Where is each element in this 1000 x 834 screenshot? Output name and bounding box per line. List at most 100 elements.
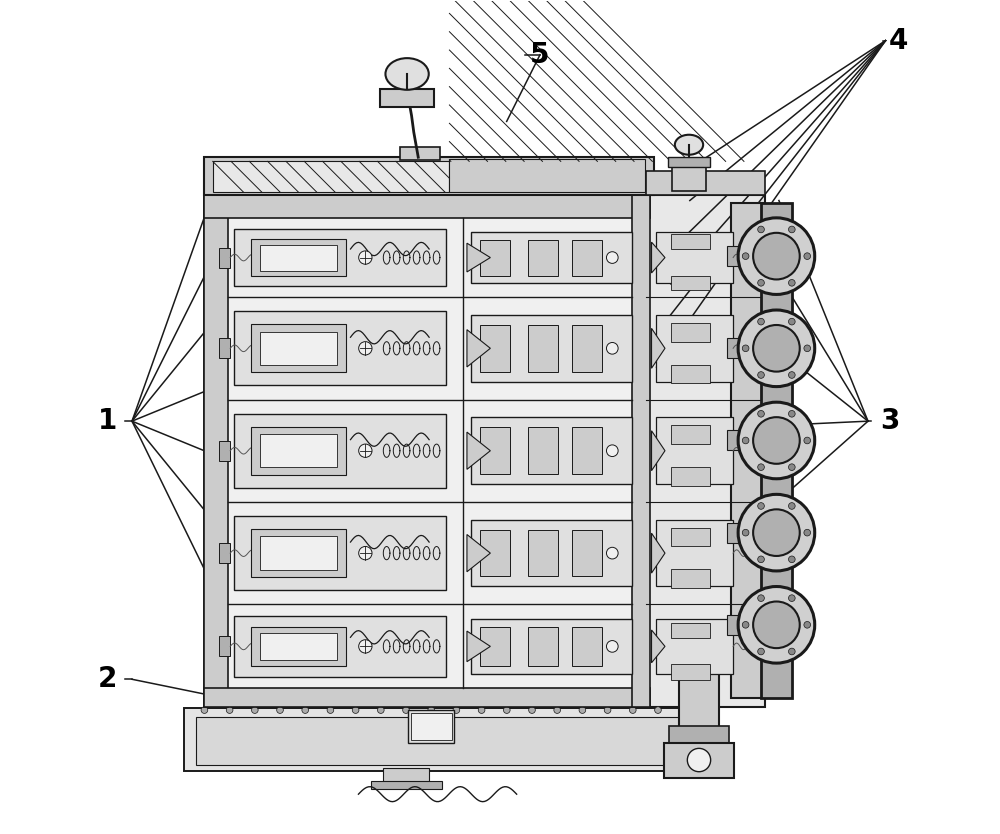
Polygon shape — [467, 329, 490, 367]
Bar — [251, 529, 346, 577]
Circle shape — [403, 706, 409, 713]
Bar — [528, 239, 558, 275]
Bar — [234, 616, 446, 676]
Bar — [646, 194, 765, 706]
Bar — [790, 515, 808, 551]
Bar — [480, 627, 510, 666]
Bar — [213, 162, 449, 192]
Circle shape — [758, 372, 764, 379]
Ellipse shape — [385, 58, 429, 90]
Circle shape — [606, 252, 618, 264]
Circle shape — [742, 253, 749, 259]
Bar — [727, 246, 748, 266]
Bar — [260, 434, 337, 468]
Circle shape — [226, 706, 233, 713]
Circle shape — [758, 503, 764, 510]
Bar — [790, 330, 808, 367]
Circle shape — [742, 345, 749, 352]
Bar — [204, 194, 650, 706]
Bar — [671, 467, 710, 485]
Polygon shape — [467, 432, 490, 470]
Bar — [471, 315, 632, 382]
Bar — [671, 276, 710, 290]
Circle shape — [529, 706, 535, 713]
Bar — [727, 615, 748, 635]
Circle shape — [742, 621, 749, 628]
Bar — [727, 430, 748, 450]
Bar — [204, 688, 650, 706]
Circle shape — [758, 595, 764, 601]
Bar — [219, 636, 230, 656]
Bar — [260, 244, 337, 270]
Bar — [408, 710, 454, 743]
Bar — [656, 315, 733, 382]
Bar — [260, 332, 337, 365]
Text: 1: 1 — [97, 407, 117, 435]
Circle shape — [554, 706, 561, 713]
Circle shape — [788, 595, 795, 601]
Bar — [204, 158, 654, 194]
Polygon shape — [467, 535, 490, 572]
Text: 3: 3 — [880, 407, 899, 435]
Circle shape — [788, 410, 795, 417]
Bar — [219, 543, 230, 563]
Bar — [761, 203, 792, 698]
Circle shape — [579, 706, 586, 713]
Bar — [656, 520, 733, 586]
Circle shape — [478, 706, 485, 713]
Bar — [251, 427, 346, 475]
Circle shape — [804, 253, 811, 259]
Bar — [671, 623, 710, 638]
Circle shape — [738, 310, 815, 387]
Bar — [671, 528, 710, 546]
Circle shape — [680, 706, 687, 713]
Text: 4: 4 — [888, 27, 908, 55]
Circle shape — [738, 495, 815, 571]
Circle shape — [788, 279, 795, 286]
Polygon shape — [652, 630, 665, 663]
Bar — [480, 239, 510, 275]
Circle shape — [453, 706, 460, 713]
Polygon shape — [652, 430, 665, 470]
Circle shape — [753, 601, 800, 648]
Bar — [671, 364, 710, 384]
Text: 5: 5 — [530, 41, 550, 69]
Circle shape — [788, 372, 795, 379]
Circle shape — [758, 464, 764, 470]
Bar — [471, 418, 632, 484]
Bar — [219, 248, 230, 268]
Circle shape — [788, 648, 795, 655]
Circle shape — [804, 621, 811, 628]
Bar — [471, 232, 632, 284]
Circle shape — [788, 226, 795, 233]
Bar — [219, 440, 230, 460]
Circle shape — [359, 342, 372, 355]
Polygon shape — [467, 631, 490, 661]
Bar — [471, 520, 632, 586]
Bar — [528, 427, 558, 474]
Circle shape — [788, 319, 795, 325]
Circle shape — [753, 325, 800, 372]
Circle shape — [753, 233, 800, 279]
Circle shape — [251, 706, 258, 713]
Bar — [664, 742, 734, 777]
Circle shape — [606, 343, 618, 354]
Bar — [572, 427, 602, 474]
Polygon shape — [652, 242, 665, 273]
Bar — [669, 726, 729, 744]
Bar — [727, 339, 748, 359]
Bar — [672, 166, 706, 190]
Bar — [646, 171, 765, 194]
Bar — [572, 239, 602, 275]
Bar — [668, 158, 710, 167]
Bar — [260, 536, 337, 570]
Bar — [671, 234, 710, 249]
Circle shape — [359, 546, 372, 560]
Polygon shape — [652, 329, 665, 369]
Circle shape — [201, 706, 208, 713]
Bar — [411, 713, 452, 740]
Bar — [790, 238, 808, 274]
Circle shape — [606, 641, 618, 652]
Circle shape — [327, 706, 334, 713]
Circle shape — [788, 503, 795, 510]
